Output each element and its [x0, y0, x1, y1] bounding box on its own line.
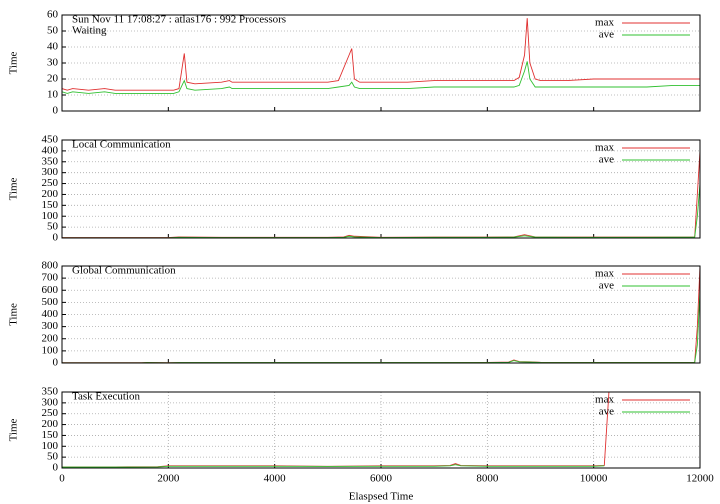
- plot: [62, 392, 610, 468]
- y-tick-label: 350: [42, 155, 59, 167]
- y-axis-label: Time: [8, 303, 20, 326]
- x-tick-label: 4000: [264, 473, 287, 485]
- y-tick-label: 150: [42, 429, 59, 441]
- y-tick-label: 200: [42, 332, 59, 344]
- x-tick-label: 10000: [580, 473, 608, 485]
- plot-frame: [61, 14, 701, 112]
- y-tick-label: 400: [42, 308, 59, 320]
- y-tick-label: 0: [53, 105, 59, 117]
- y-tick-label: 250: [42, 177, 59, 189]
- plot: [62, 18, 700, 94]
- series-line: [62, 61, 700, 94]
- legend-label: ave: [599, 154, 614, 166]
- x-axis-label: Elaspsed Time: [349, 491, 414, 503]
- y-tick-label: 350: [42, 386, 59, 398]
- y-tick-label: 0: [53, 462, 59, 474]
- y-tick-label: 100: [42, 440, 59, 452]
- series-line: [62, 392, 610, 468]
- series-line: [62, 464, 605, 468]
- series-line: [62, 18, 700, 91]
- x-tick-label: 2000: [157, 473, 180, 485]
- series-line: [62, 183, 700, 238]
- y-tick-label: 50: [47, 221, 59, 233]
- y-tick-label: 20: [47, 73, 59, 85]
- y-tick-label: 60: [47, 9, 59, 21]
- y-axis-label: Time: [8, 177, 20, 200]
- x-tick-label: 6000: [370, 473, 393, 485]
- y-tick-label: 100: [42, 210, 59, 222]
- y-tick-label: 500: [42, 296, 59, 308]
- panel-title: Local Communication: [72, 139, 171, 151]
- y-tick-label: 10: [47, 89, 59, 101]
- y-tick-label: 30: [47, 57, 59, 69]
- x-tick-label: 0: [59, 473, 65, 485]
- legend-label: max: [595, 142, 614, 154]
- y-tick-label: 150: [42, 199, 59, 211]
- panel-title: Sun Nov 11 17:08:27 : atlas176 : 992 Pro…: [72, 14, 286, 26]
- plot-frame: [61, 265, 701, 364]
- legend-label: ave: [599, 29, 614, 41]
- y-tick-label: 200: [42, 418, 59, 430]
- plot-frame: [61, 391, 701, 469]
- panel-subtitle: Waiting: [72, 25, 107, 37]
- y-tick-label: 800: [42, 260, 59, 272]
- x-tick-label: 12000: [686, 473, 714, 485]
- panel-title: Task Execution: [72, 391, 140, 403]
- y-tick-label: 0: [53, 357, 59, 369]
- legend-label: max: [595, 17, 614, 29]
- y-tick-label: 300: [42, 320, 59, 332]
- panel-title: Global Communication: [72, 265, 176, 277]
- y-tick-label: 450: [42, 134, 59, 146]
- x-tick-label: 8000: [476, 473, 499, 485]
- y-tick-label: 250: [42, 407, 59, 419]
- y-tick-label: 100: [42, 344, 59, 356]
- y-tick-label: 400: [42, 144, 59, 156]
- y-tick-label: 600: [42, 284, 59, 296]
- legend-label: ave: [599, 406, 614, 418]
- y-axis-label: Time: [8, 418, 20, 441]
- legend-label: max: [595, 394, 614, 406]
- plot-frame: [61, 139, 701, 239]
- y-tick-label: 300: [42, 396, 59, 408]
- y-tick-label: 40: [47, 41, 59, 53]
- y-tick-label: 50: [47, 25, 59, 37]
- y-tick-label: 0: [53, 232, 59, 244]
- legend-label: max: [595, 268, 614, 280]
- y-tick-label: 700: [42, 272, 59, 284]
- y-tick-label: 200: [42, 188, 59, 200]
- y-tick-label: 50: [47, 451, 59, 463]
- y-tick-label: 300: [42, 166, 59, 178]
- legend-label: ave: [599, 280, 614, 292]
- y-axis-label: Time: [8, 51, 20, 74]
